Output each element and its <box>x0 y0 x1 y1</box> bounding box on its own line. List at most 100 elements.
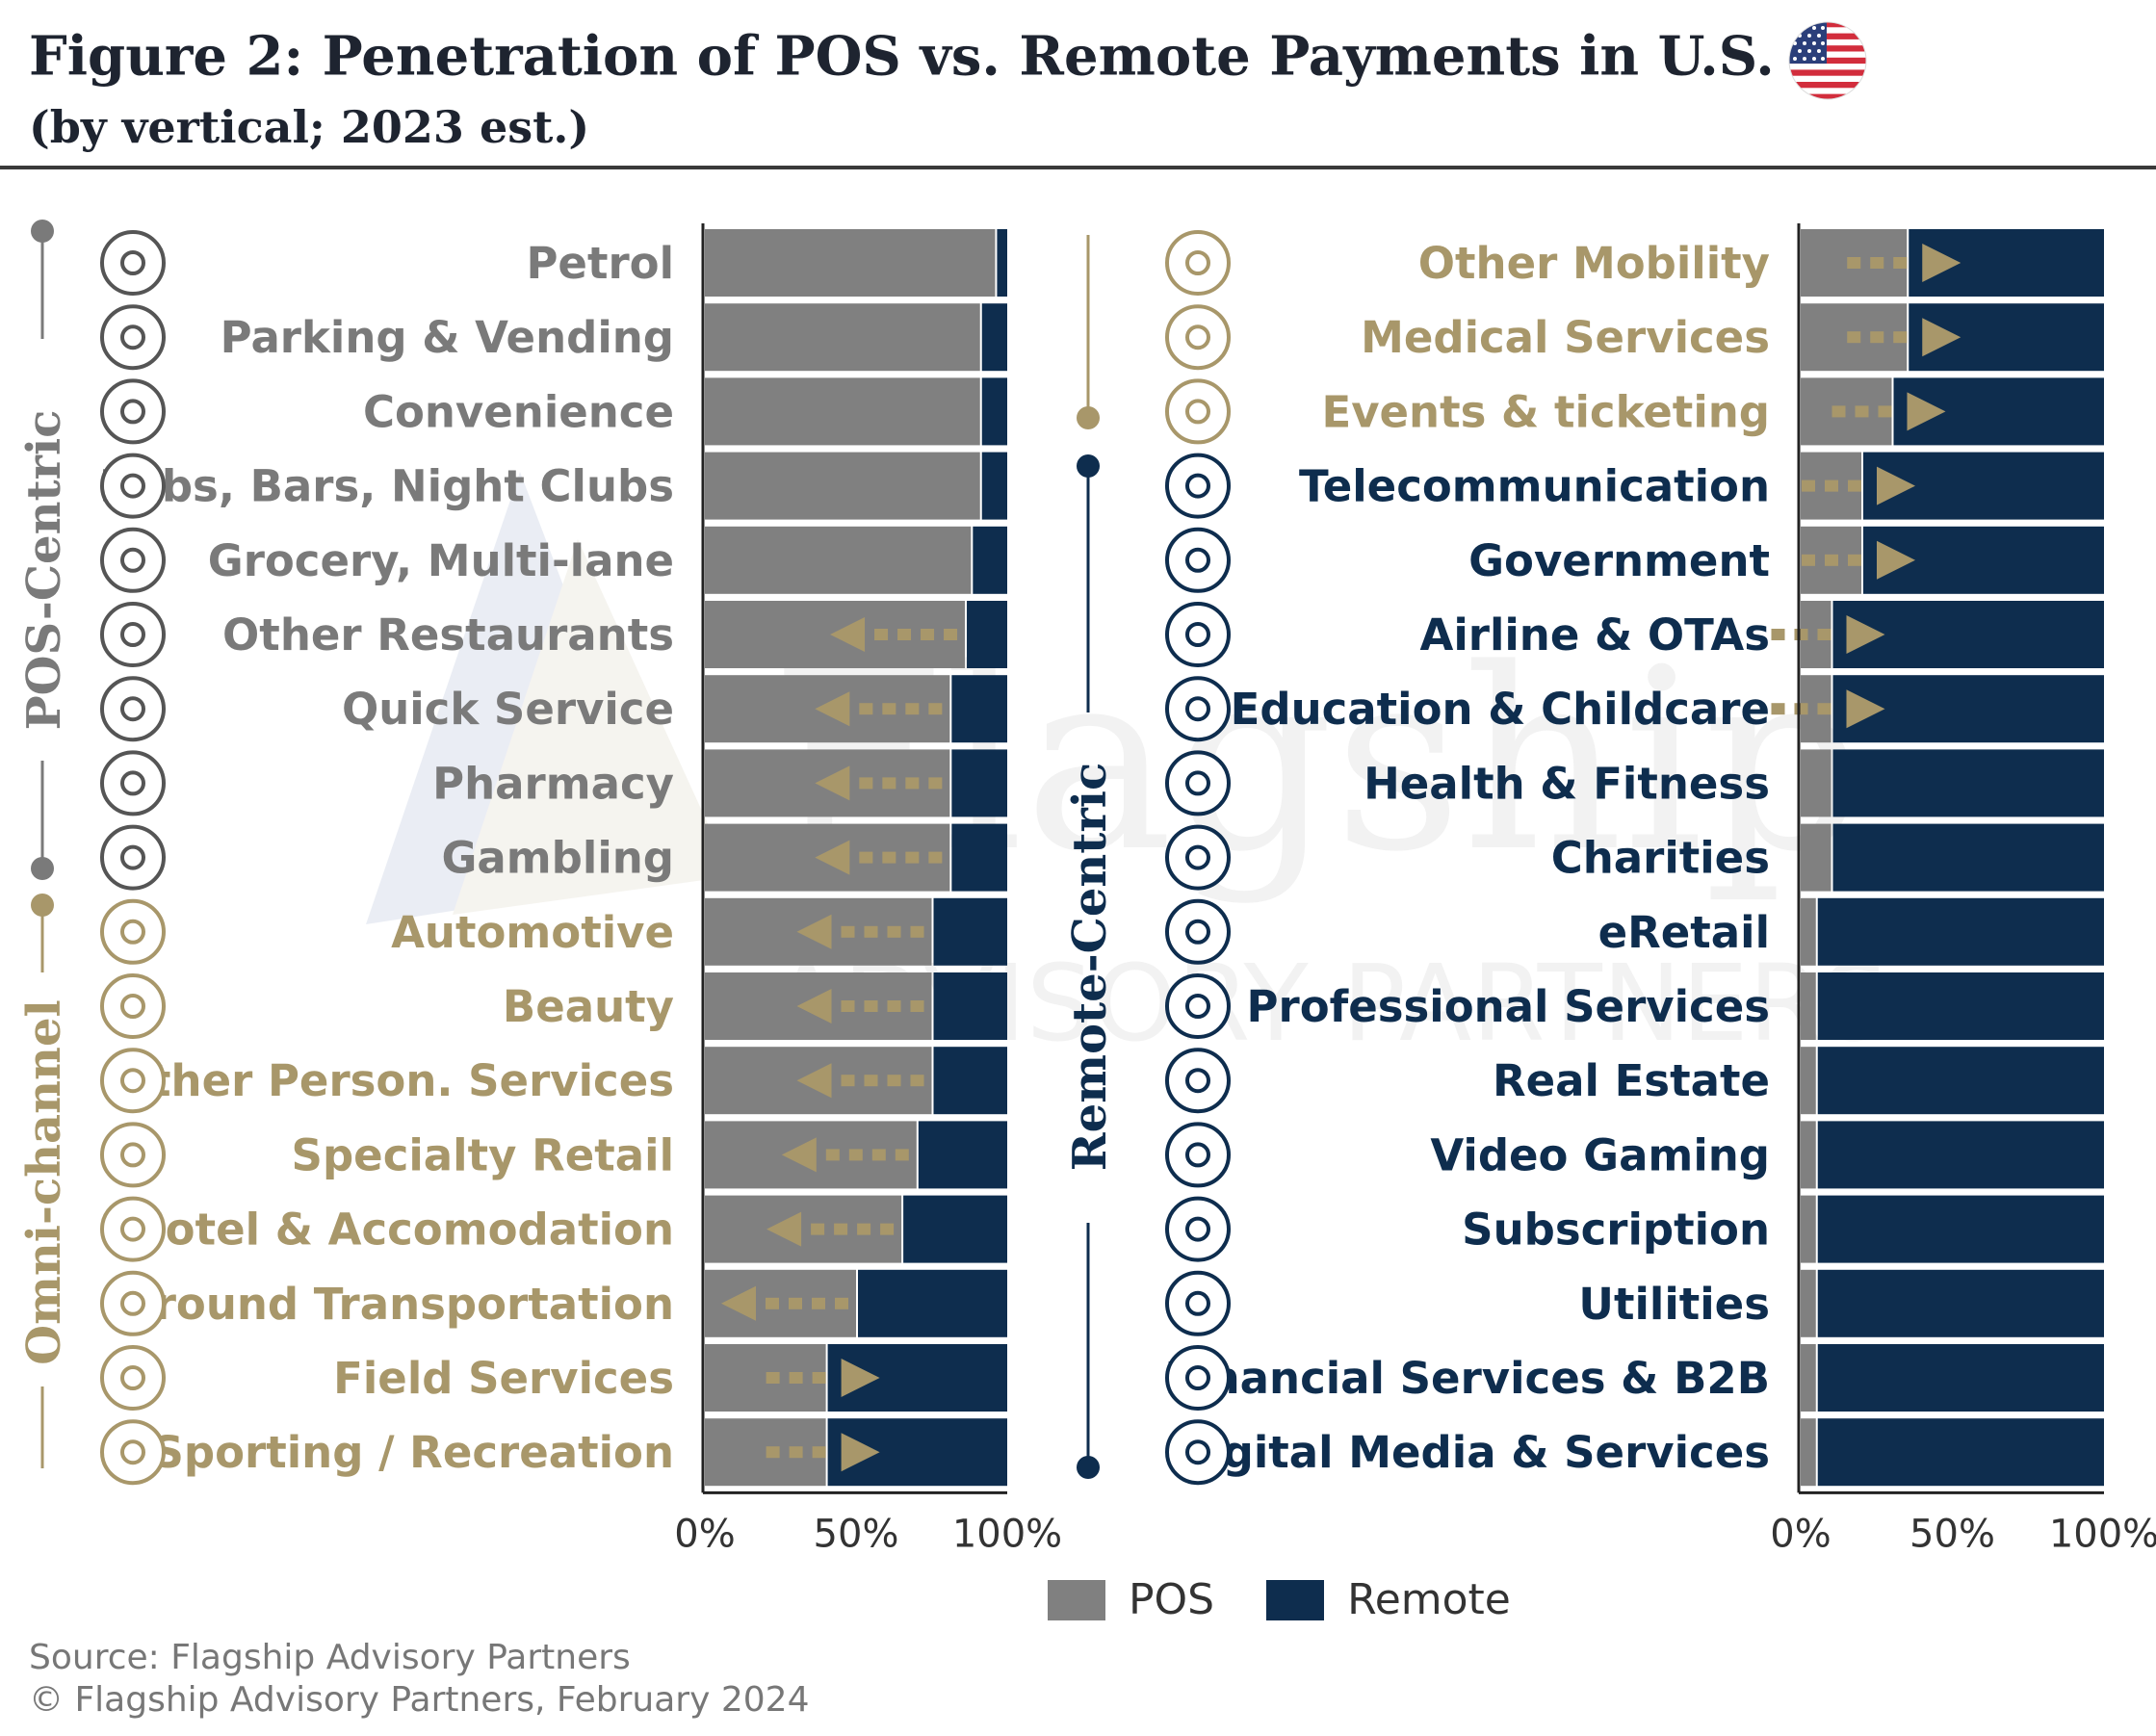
legend-label-remote: Remote <box>1347 1575 1511 1624</box>
remote-bracket-end <box>1077 1456 1100 1479</box>
trend-arrow-dash <box>1817 629 1831 640</box>
bar-row-specialty-retail: Specialty Retail <box>100 1121 1007 1189</box>
trend-arrow-dash <box>1893 257 1908 269</box>
icon-glyph <box>120 1439 145 1465</box>
trend-arrow-dash <box>864 1075 878 1087</box>
presentation-icon <box>1165 378 1231 445</box>
bar-row-events-ticketing: Events & ticketing <box>1165 377 2104 446</box>
bar-remote <box>1832 749 2104 817</box>
right-chart: Other Mobility Medical Services Events & t… <box>1164 223 2156 1550</box>
trend-arrow-dash <box>835 1297 848 1309</box>
bar-row-petrol: Petrol <box>100 229 1007 297</box>
icon-ring <box>100 527 166 593</box>
fast-food-icon <box>100 602 166 667</box>
trend-arrow-head <box>1922 244 1961 282</box>
heartbeat-icon <box>1165 304 1231 371</box>
bar-pos <box>1801 1418 1816 1487</box>
bar-remote <box>1817 1269 2104 1337</box>
bar-remote <box>973 526 1007 594</box>
trend-arrow-head <box>766 1211 802 1247</box>
icon-ring <box>100 824 166 891</box>
row-label: Medical Services <box>1361 312 1770 363</box>
recycle-icon <box>1165 1270 1231 1336</box>
trend-arrow-dash <box>887 1075 901 1087</box>
trend-arrow-dash <box>1847 331 1861 344</box>
icon-glyph <box>1185 1068 1210 1094</box>
row-label: Grocery, Multi-lane <box>208 535 674 586</box>
bar-pos <box>705 526 972 594</box>
row-label: Video Gaming <box>1430 1129 1770 1180</box>
bar-pos <box>1801 897 1816 966</box>
icon-glyph <box>1185 844 1210 870</box>
icon-glyph <box>120 844 145 870</box>
dropper-icon <box>100 750 166 816</box>
car-service-icon <box>100 1048 166 1114</box>
icon-glyph <box>1185 994 1210 1019</box>
trend-arrow-dash <box>1831 405 1846 418</box>
trend-arrow-head <box>1846 689 1885 729</box>
icon-glyph <box>120 250 145 275</box>
trend-arrow-dash <box>766 1297 779 1309</box>
bar-row-video-gaming: Video Gaming <box>1165 1121 2104 1189</box>
bar-pos <box>705 303 980 372</box>
group-brackets: POS-Centric Omni-channel Remote-Centric <box>17 220 1117 1479</box>
automotive-icon <box>100 898 166 965</box>
trend-arrow-dash <box>859 777 873 790</box>
icon-glyph <box>1185 250 1210 275</box>
bar-remote <box>967 601 1007 668</box>
bar-remote <box>933 897 1007 966</box>
trend-arrow-dash <box>928 703 943 715</box>
gamepad-icon <box>1165 1122 1231 1188</box>
digital-media-icon <box>1165 1419 1231 1486</box>
trend-arrow-head <box>1877 540 1915 580</box>
icon-ring <box>1165 602 1231 667</box>
us-flag-icon <box>1788 21 1867 100</box>
trend-arrow-dash <box>1771 703 1785 715</box>
trend-arrow-dash <box>864 1000 878 1012</box>
bar-row-grocery-multi-lane: Grocery, Multi-lane <box>100 526 1007 594</box>
trend-arrow-dash <box>1847 257 1861 269</box>
bar-pos <box>1801 972 1816 1040</box>
service-bell-icon <box>100 1270 166 1336</box>
icon-glyph <box>120 994 145 1019</box>
beauty-hand-icon <box>100 973 166 1039</box>
icon-ring <box>100 1345 166 1411</box>
antenna-tower-icon <box>1165 602 1231 667</box>
trend-arrow-dash <box>871 1149 886 1161</box>
trend-arrow-dash <box>825 1149 840 1161</box>
row-label: Financial Services & B2B <box>1164 1353 1770 1404</box>
trend-arrow-dash <box>859 851 873 864</box>
icon-ring <box>1165 973 1231 1039</box>
bar-remote <box>933 1047 1007 1115</box>
row-label: Education & Childcare <box>1231 684 1770 735</box>
subscription-icon <box>1165 1196 1231 1262</box>
trend-arrow-dash <box>1771 629 1785 640</box>
trend-arrow-dash <box>887 1000 901 1012</box>
trend-arrow-head <box>841 1359 880 1397</box>
title-block: Figure 2: Penetration of POS vs. Remote … <box>29 21 2128 154</box>
trend-arrow-dash <box>910 925 924 938</box>
bar-pos <box>1801 1195 1816 1263</box>
bar-row-automotive: Automotive <box>100 897 1007 966</box>
x-tick-label: 100% <box>2049 1512 2156 1550</box>
legend-item-pos: POS <box>1048 1575 1214 1624</box>
icon-ring <box>1165 1048 1231 1114</box>
trend-arrow-dash <box>812 1372 826 1384</box>
row-label: Real Estate <box>1493 1055 1770 1106</box>
trend-arrow-head <box>796 989 832 1023</box>
trend-arrow-dash <box>905 777 920 790</box>
icon-glyph <box>1185 1216 1210 1242</box>
row-label: eRetail <box>1598 907 1770 958</box>
trend-arrow-dash <box>834 1223 848 1235</box>
icon-glyph <box>120 1290 145 1316</box>
trend-arrow-dash <box>812 1446 826 1459</box>
trend-arrow-head <box>781 1137 817 1173</box>
icon-glyph <box>1185 1142 1210 1168</box>
trend-arrow-dash <box>1802 554 1815 566</box>
bar-pos <box>1801 823 1831 892</box>
row-label: Events & ticketing <box>1321 386 1770 437</box>
bar-row-ground-transportation: Ground Transportation <box>100 1269 1007 1337</box>
icon-glyph <box>120 547 145 573</box>
bar-pos <box>705 229 996 297</box>
casino-icon <box>100 824 166 891</box>
